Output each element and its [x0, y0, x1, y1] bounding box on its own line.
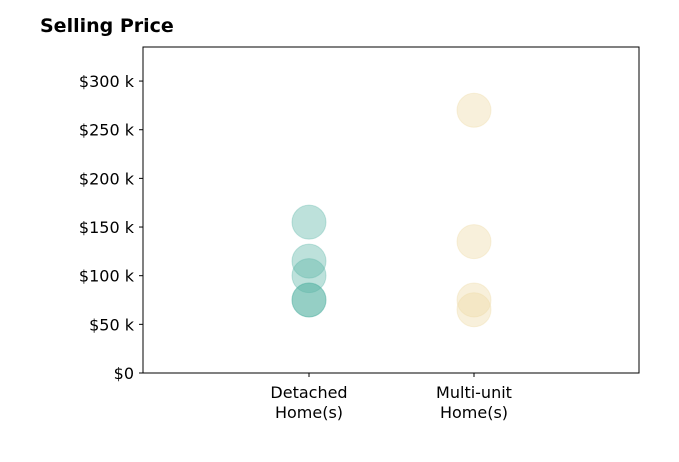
- x-tick-label: Home(s): [275, 403, 343, 422]
- data-point: [291, 282, 327, 318]
- chart-title: Selling Price: [40, 15, 174, 37]
- data-point: [291, 282, 327, 318]
- y-tick-label: $50 k: [89, 315, 135, 334]
- y-tick-label: $0: [114, 364, 134, 383]
- y-tick-label: $150 k: [79, 218, 135, 237]
- chart-marks: [291, 92, 492, 328]
- y-tick-label: $100 k: [79, 267, 135, 286]
- x-tick-label: Multi-unit: [436, 383, 512, 402]
- y-axis: $0 $50 k $100 k $150 k $200 k $250 k $300 k: [79, 72, 143, 383]
- y-tick-label: $250 k: [79, 121, 135, 140]
- data-point: [291, 204, 327, 240]
- y-tick-label: $300 k: [79, 72, 135, 91]
- data-point: [456, 224, 492, 260]
- plot-frame: [142, 46, 640, 374]
- data-point: [291, 243, 327, 279]
- y-tick-label: $200 k: [79, 169, 135, 188]
- data-point: [291, 258, 327, 294]
- x-tick-label: Home(s): [440, 403, 508, 422]
- data-point: [456, 282, 492, 318]
- data-point: [456, 292, 492, 328]
- data-point: [456, 92, 492, 128]
- x-tick-label: Detached: [270, 383, 347, 402]
